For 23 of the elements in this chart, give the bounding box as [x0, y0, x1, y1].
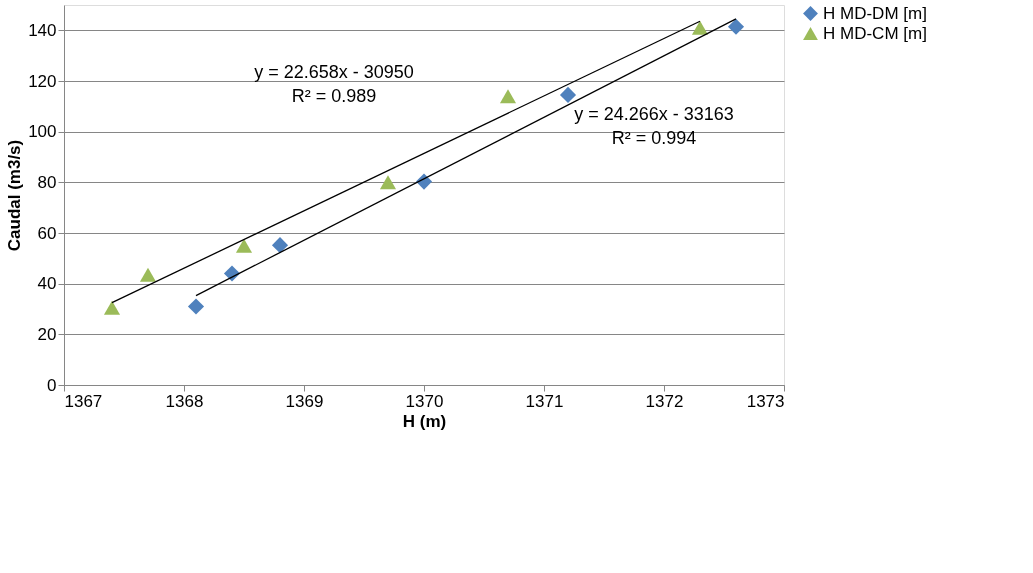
- y-tick-label: 60: [37, 223, 57, 243]
- legend-label: H MD-DM [m]: [823, 3, 927, 23]
- x-tick-label: 1372: [645, 391, 684, 411]
- y-tick-label: 40: [37, 274, 57, 294]
- annotation: y = 22.658x - 30950: [254, 62, 414, 82]
- x-tick-label: 1367: [64, 391, 103, 411]
- x-tick-label: 1373: [746, 391, 785, 411]
- y-tick-label: 100: [28, 122, 57, 142]
- annotation: y = 24.266x - 33163: [574, 104, 734, 124]
- x-tick-label: 1371: [525, 391, 564, 411]
- y-tick-label: 140: [28, 20, 57, 40]
- y-tick-label: 120: [28, 71, 57, 91]
- annotation: R² = 0.994: [611, 128, 697, 148]
- annotation: R² = 0.989: [291, 86, 377, 106]
- x-tick-label: 1369: [285, 391, 324, 411]
- y-tick-label: 20: [37, 324, 57, 344]
- x-axis-title: H (m): [402, 411, 447, 431]
- y-tick-label: 0: [47, 375, 57, 395]
- y-axis-title: Caudal (m3/s): [5, 139, 25, 252]
- legend-label: H MD-CM [m]: [823, 23, 927, 43]
- x-tick-label: 1368: [165, 391, 204, 411]
- x-tick-label: 1370: [405, 391, 444, 411]
- y-tick-label: 80: [37, 172, 57, 192]
